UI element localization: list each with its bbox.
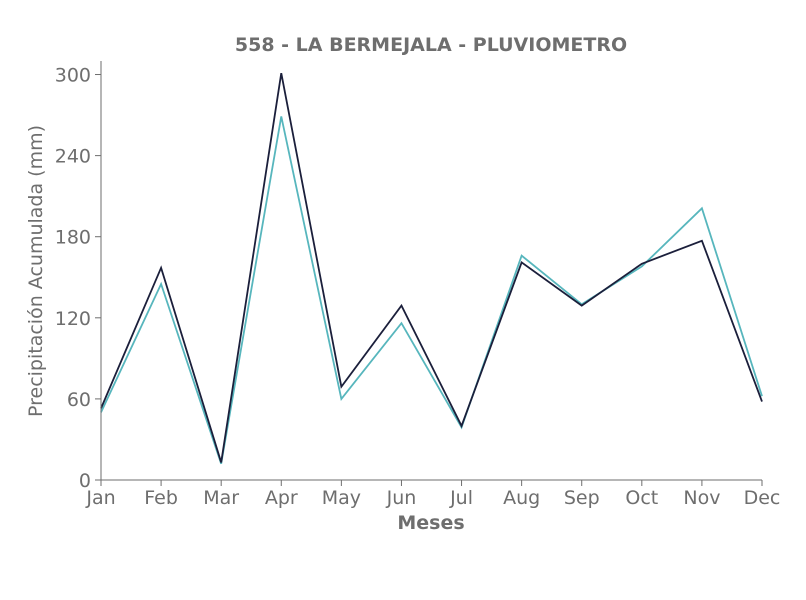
- series-1: [100, 116, 763, 465]
- x-tick-label: Apr: [265, 487, 298, 509]
- x-tick-label: Aug: [503, 487, 540, 509]
- y-tick-label: 300: [55, 65, 91, 87]
- series-0: [100, 72, 763, 463]
- x-tick-label: May: [322, 487, 361, 509]
- y-tick-label: 180: [55, 227, 91, 249]
- x-tick-label: Feb: [144, 487, 178, 509]
- x-tick-label: Jul: [449, 487, 473, 509]
- plot-area: 0 60 120 180 240 300 Jan Feb Mar Apr May Jun Jul Aug…: [55, 61, 780, 509]
- x-tick-label: Jan: [85, 487, 115, 509]
- y-tick-label: 240: [55, 146, 91, 168]
- series-layer: [100, 72, 763, 465]
- x-tick-label: Jun: [386, 487, 417, 509]
- x-tick-label: Oct: [625, 487, 658, 509]
- x-tick-label: Nov: [683, 487, 720, 509]
- y-axis-ticks: 0 60 120 180 240 300: [55, 65, 101, 492]
- series-line: [100, 72, 763, 463]
- series-line: [100, 116, 763, 465]
- y-tick-label: 60: [67, 389, 91, 411]
- y-tick-label: 0: [79, 470, 91, 492]
- x-tick-label: Sep: [564, 487, 600, 509]
- x-axis-ticks: Jan Feb Mar Apr May Jun Jul Aug Sep Oct Nov Dec: [85, 480, 780, 509]
- y-tick-label: 120: [55, 308, 91, 330]
- x-tick-label: Dec: [744, 487, 781, 509]
- x-tick-label: Mar: [203, 487, 239, 509]
- y-axis-label: Precipitación Acumulada (mm): [25, 125, 47, 417]
- x-axis-label: Meses: [397, 512, 464, 534]
- chart-title: 558 - LA BERMEJALA - PLUVIOMETRO: [235, 34, 627, 56]
